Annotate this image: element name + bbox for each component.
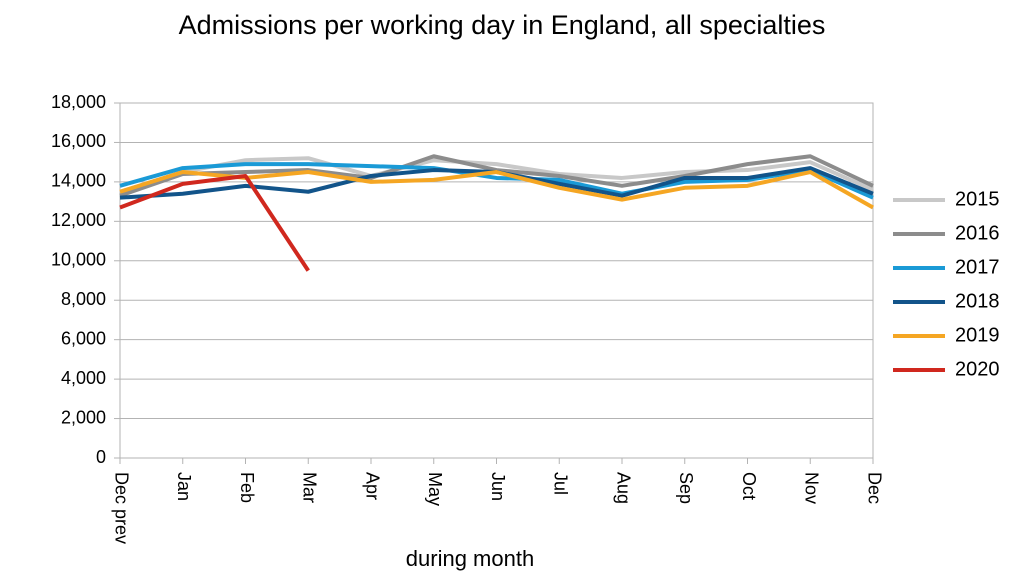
y-tick-label: 14,000 xyxy=(51,171,106,191)
legend-label: 2019 xyxy=(955,324,1000,346)
y-tick-label: 12,000 xyxy=(51,210,106,230)
legend-label: 2016 xyxy=(955,222,1000,244)
x-tick-label: Nov xyxy=(802,472,822,504)
y-tick-label: 6,000 xyxy=(61,328,106,348)
x-tick-label: Dec prev xyxy=(111,472,131,544)
x-tick-label: Oct xyxy=(739,472,759,500)
y-tick-label: 16,000 xyxy=(51,131,106,151)
x-tick-label: Aug xyxy=(613,472,633,504)
chart-title: Admissions per working day in England, a… xyxy=(179,10,826,40)
legend-label: 2017 xyxy=(955,256,1000,278)
x-tick-label: Jul xyxy=(551,472,571,495)
y-tick-label: 4,000 xyxy=(61,368,106,388)
legend-label: 2020 xyxy=(955,358,1000,380)
x-axis-label: during month xyxy=(406,546,534,571)
legend-label: 2018 xyxy=(955,290,1000,312)
x-tick-label: May xyxy=(425,472,445,506)
y-tick-label: 18,000 xyxy=(51,92,106,112)
y-tick-label: 8,000 xyxy=(61,289,106,309)
series-line xyxy=(119,156,874,194)
y-tick-label: 2,000 xyxy=(61,407,106,427)
y-tick-label: 10,000 xyxy=(51,250,106,270)
x-tick-label: Apr xyxy=(362,472,382,500)
x-tick-label: Sep xyxy=(676,472,696,504)
x-tick-label: Dec xyxy=(864,472,884,504)
x-tick-label: Feb xyxy=(237,472,257,503)
x-tick-label: Mar xyxy=(300,472,320,503)
legend-label: 2015 xyxy=(955,188,1000,210)
y-tick-label: 0 xyxy=(96,447,106,467)
x-tick-label: Jun xyxy=(488,472,508,501)
x-tick-label: Jan xyxy=(174,472,194,501)
series-line xyxy=(119,173,310,272)
plot-area xyxy=(119,102,874,459)
